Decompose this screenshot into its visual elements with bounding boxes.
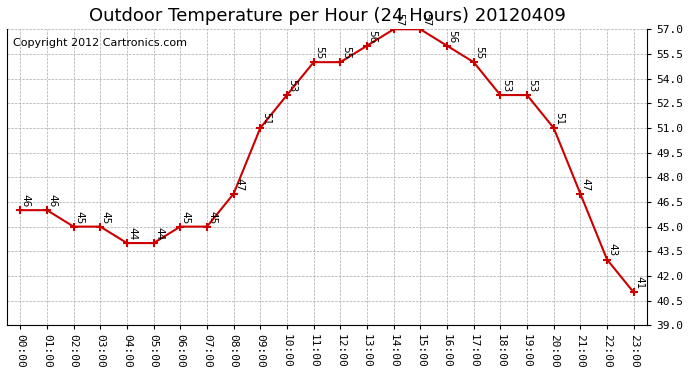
Text: Copyright 2012 Cartronics.com: Copyright 2012 Cartronics.com: [13, 38, 188, 48]
Text: 44: 44: [128, 227, 137, 240]
Text: 41: 41: [634, 276, 644, 290]
Text: 56: 56: [368, 30, 377, 43]
Text: 47: 47: [581, 178, 591, 191]
Text: 45: 45: [208, 211, 217, 224]
Text: 47: 47: [234, 178, 244, 191]
Text: 44: 44: [154, 227, 164, 240]
Text: 57: 57: [421, 13, 431, 27]
Text: 55: 55: [474, 46, 484, 59]
Text: 56: 56: [448, 30, 457, 43]
Text: 53: 53: [528, 79, 538, 92]
Text: 45: 45: [181, 211, 191, 224]
Text: 53: 53: [501, 79, 511, 92]
Text: 53: 53: [288, 79, 297, 92]
Text: 51: 51: [261, 112, 271, 125]
Text: 55: 55: [314, 46, 324, 59]
Text: 55: 55: [341, 46, 351, 59]
Text: 45: 45: [75, 211, 84, 224]
Text: 43: 43: [608, 243, 618, 257]
Text: 45: 45: [101, 211, 111, 224]
Text: 51: 51: [554, 112, 564, 125]
Title: Outdoor Temperature per Hour (24 Hours) 20120409: Outdoor Temperature per Hour (24 Hours) …: [88, 7, 565, 25]
Text: 46: 46: [48, 194, 57, 207]
Text: 57: 57: [394, 13, 404, 27]
Text: 46: 46: [21, 194, 31, 207]
